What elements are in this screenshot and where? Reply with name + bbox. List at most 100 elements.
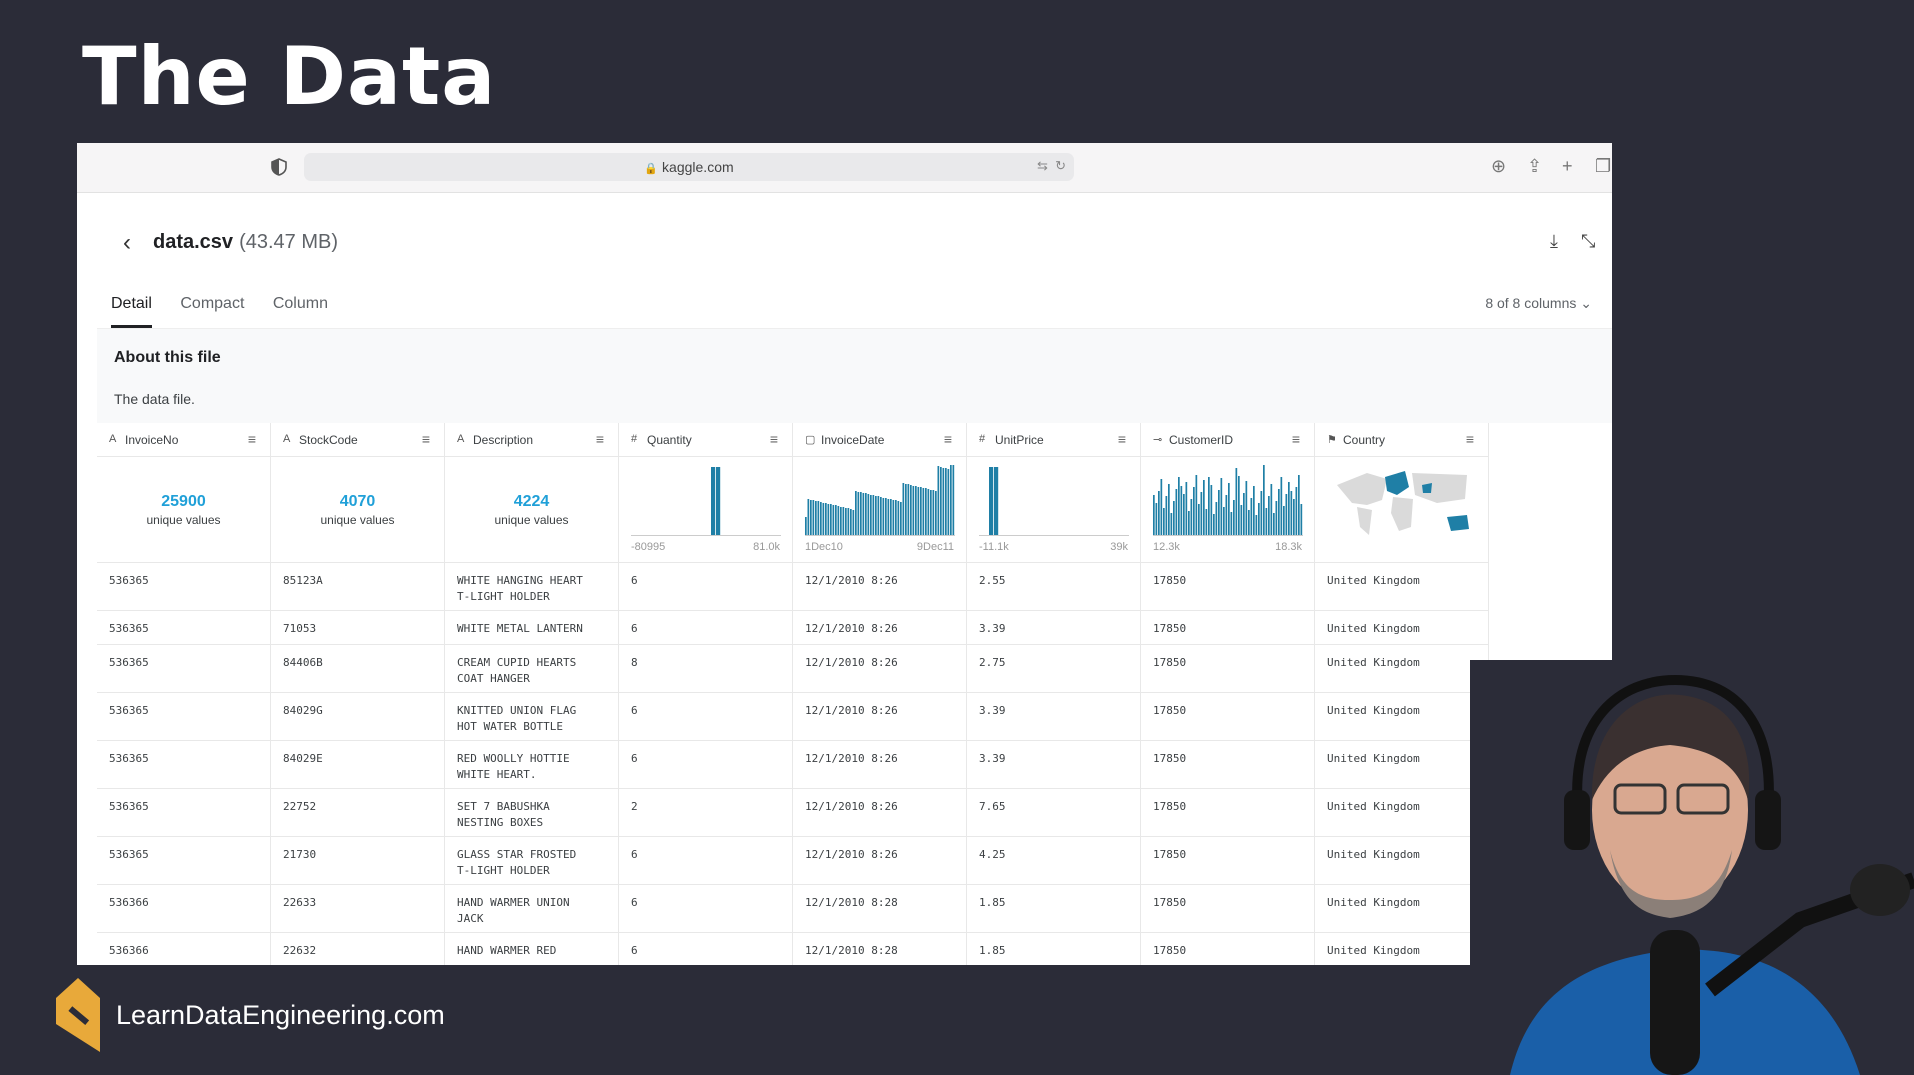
histogram-bar (1205, 509, 1208, 535)
histogram-bar (1228, 483, 1230, 535)
shield-icon[interactable] (271, 158, 287, 176)
share-icon[interactable]: ⇪ (1527, 156, 1543, 176)
table-cell: 17850 (1141, 885, 1315, 933)
sort-icon[interactable]: ≡ (1465, 431, 1474, 447)
table-cell: 12/1/2010 8:26 (793, 789, 967, 837)
download-icon[interactable]: ⤓ (1550, 231, 1558, 251)
table-cell: 1.85 (967, 885, 1141, 933)
histogram-bar (887, 499, 890, 535)
world-map-chart[interactable] (1327, 465, 1477, 545)
histogram-chart[interactable] (1153, 465, 1303, 537)
histogram-chart[interactable] (631, 465, 781, 537)
table-cell: 3.39 (967, 693, 1141, 741)
histogram-bar (877, 496, 880, 535)
histogram-bar (1208, 477, 1210, 535)
table-cell: 22633 (271, 885, 445, 933)
columns-selector[interactable]: 8 of 8 columns ⌄ (1485, 295, 1592, 312)
lock-icon: 🔒 (644, 163, 659, 175)
table-cell: 536365 (97, 693, 271, 741)
histogram-bar (1178, 477, 1180, 535)
column-header[interactable]: A StockCode ≡ (271, 423, 445, 457)
histogram-bar (925, 488, 927, 535)
histogram-bar (1170, 513, 1173, 535)
column-header[interactable]: # UnitPrice ≡ (967, 423, 1141, 457)
column-name: Description (473, 433, 534, 447)
column-header[interactable]: A InvoiceNo ≡ (97, 423, 271, 457)
histogram-bar (1233, 500, 1235, 535)
unique-values-stat: 4070 unique values (271, 493, 444, 529)
tab-compact[interactable]: Compact (180, 295, 245, 312)
table-cell: 536365 (97, 645, 271, 693)
table-cell: 22752 (271, 789, 445, 837)
column-summary: 4070 unique values (271, 457, 445, 563)
histogram-chart[interactable] (979, 465, 1129, 537)
histogram-bar (875, 496, 877, 535)
histogram-bar (1245, 481, 1248, 535)
table-cell: 17850 (1141, 837, 1315, 885)
sort-icon[interactable]: ≡ (247, 431, 256, 447)
histogram-chart[interactable] (805, 465, 955, 537)
sort-icon[interactable]: ≡ (595, 431, 604, 447)
download-circle-icon[interactable]: ⊕ (1491, 156, 1507, 176)
histogram-bar (815, 501, 817, 535)
column-summary: -11.1k 39k (967, 457, 1141, 563)
reload-icon[interactable]: ↻ (1055, 158, 1066, 173)
file-size: (43.47 MB) (239, 231, 338, 253)
about-text: The data file. (114, 391, 195, 407)
column-summary: 4224 unique values (445, 457, 619, 563)
column-header[interactable]: A Description ≡ (445, 423, 619, 457)
file-header: ‹ data.csv (43.47 MB) ⤓ ⤡ (97, 213, 1612, 293)
table-cell: 4.25 (967, 837, 1141, 885)
histogram-bar (950, 465, 952, 535)
histogram-bar (845, 508, 847, 535)
table-cell: United Kingdom (1315, 789, 1489, 837)
translate-icon[interactable]: ⇆ (1036, 158, 1048, 173)
histogram-bar (1225, 495, 1228, 535)
histogram-bar (1260, 491, 1263, 535)
string-icon: A (283, 433, 291, 445)
histogram-bar (1223, 507, 1225, 535)
browser-toolbar: 🔒 kaggle.com ⇆ ↻ ⊕ ⇪ + ❐ (77, 143, 1612, 193)
table-cell: United Kingdom (1315, 837, 1489, 885)
new-tab-icon[interactable]: + (1562, 156, 1573, 176)
table-cell: 17850 (1141, 693, 1315, 741)
collapse-icon[interactable]: ⤡ (1581, 231, 1596, 251)
table-cell: 536366 (97, 885, 271, 933)
histogram-bar (1153, 495, 1155, 535)
histogram-bar (1198, 504, 1200, 535)
table-cell: United Kingdom (1315, 611, 1489, 645)
histogram-bar (1185, 482, 1188, 535)
histogram-bar (1220, 478, 1223, 535)
column-header[interactable]: ▢ InvoiceDate ≡ (793, 423, 967, 457)
url-text: kaggle.com (662, 159, 734, 175)
histogram-bar (1163, 508, 1165, 535)
tabs-overview-icon[interactable]: ❐ (1595, 156, 1612, 176)
histogram-bar (1168, 484, 1170, 535)
map-region (1385, 471, 1409, 495)
sort-icon[interactable]: ≡ (1117, 431, 1126, 447)
table-cell: 22632 (271, 933, 445, 965)
back-arrow-icon[interactable]: ‹ (123, 229, 131, 256)
column-header[interactable]: ⚑ Country ≡ (1315, 423, 1489, 457)
tab-column[interactable]: Column (272, 295, 328, 312)
sort-icon[interactable]: ≡ (1291, 431, 1300, 447)
histogram-bar (1173, 501, 1175, 535)
histogram-bar (1255, 515, 1258, 535)
histogram-bar (812, 500, 815, 535)
table-cell: United Kingdom (1315, 693, 1489, 741)
tab-detail[interactable]: Detail (111, 295, 152, 328)
table-cell: 6 (619, 837, 793, 885)
sort-icon[interactable]: ≡ (943, 431, 952, 447)
histogram-bar (830, 504, 832, 535)
histogram-bar (805, 517, 807, 535)
sort-icon[interactable]: ≡ (421, 431, 430, 447)
histogram-bar (882, 498, 885, 535)
address-bar[interactable]: 🔒 kaggle.com ⇆ ↻ (304, 153, 1074, 181)
table-cell: 12/1/2010 8:26 (793, 645, 967, 693)
sort-icon[interactable]: ≡ (769, 431, 778, 447)
column-header[interactable]: ⊸ CustomerID ≡ (1141, 423, 1315, 457)
axis-max-label: 81.0k (753, 541, 780, 553)
calendar-icon: ▢ (805, 434, 816, 446)
column-header[interactable]: # Quantity ≡ (619, 423, 793, 457)
histogram-bar (855, 491, 857, 535)
